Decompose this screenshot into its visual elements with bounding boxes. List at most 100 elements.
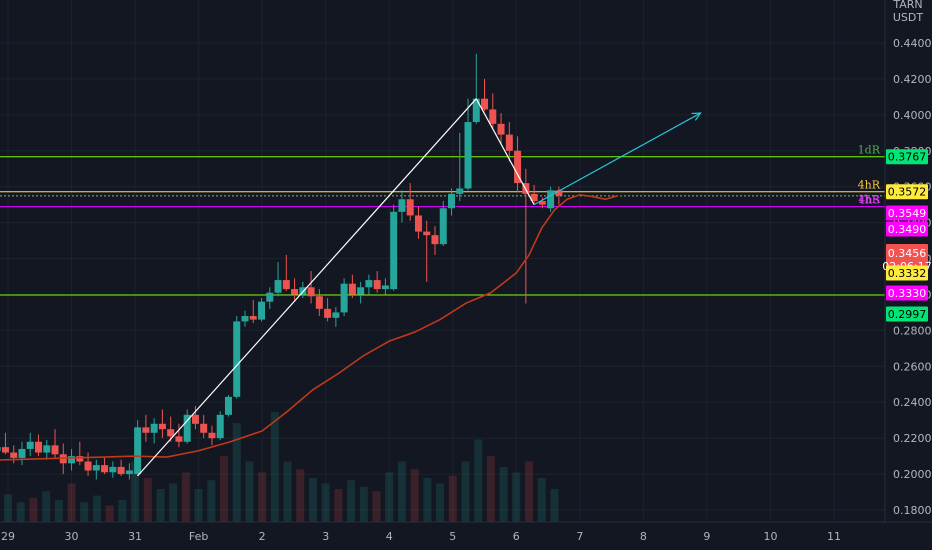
y-tick-label: 0.4400 — [893, 37, 932, 50]
candle[interactable] — [472, 53, 480, 124]
candle[interactable] — [538, 197, 546, 209]
candle[interactable] — [547, 186, 555, 212]
y-tick-label: 0.2200 — [893, 432, 932, 445]
candle[interactable] — [406, 183, 414, 221]
candle[interactable] — [291, 278, 299, 302]
candle[interactable] — [514, 136, 522, 193]
candle[interactable] — [84, 452, 92, 476]
candle-body — [76, 456, 84, 462]
volume-bar — [372, 491, 381, 522]
x-tick-label: 8 — [640, 530, 647, 543]
candle[interactable] — [68, 448, 76, 471]
candle[interactable] — [92, 459, 100, 480]
candle[interactable] — [76, 441, 84, 466]
candle[interactable] — [0, 438, 1, 456]
candle-body — [332, 312, 340, 318]
candle[interactable] — [481, 78, 489, 112]
candle[interactable] — [365, 274, 373, 295]
candle[interactable] — [109, 461, 117, 478]
y-tick-label: 0.4200 — [893, 73, 932, 86]
y-tick-label: 0.2000 — [893, 468, 932, 481]
volume-bar — [207, 480, 216, 522]
level-label: 1dR — [858, 144, 881, 157]
candle[interactable] — [134, 420, 142, 476]
volume-bar — [334, 489, 343, 522]
candle[interactable] — [175, 423, 183, 448]
candle[interactable] — [266, 287, 274, 309]
candle-body — [258, 301, 266, 320]
trend-line[interactable] — [137, 98, 477, 477]
trend-line[interactable] — [475, 98, 535, 205]
candle-body — [348, 283, 356, 295]
candle[interactable] — [51, 429, 59, 458]
candle[interactable] — [200, 414, 208, 439]
candle[interactable] — [464, 98, 472, 191]
candle[interactable] — [208, 425, 216, 446]
candle[interactable] — [447, 188, 455, 216]
candle[interactable] — [423, 220, 431, 282]
candle[interactable] — [150, 418, 158, 444]
candle[interactable] — [439, 201, 447, 246]
x-tick-label: 2 — [259, 530, 266, 543]
candle[interactable] — [315, 289, 323, 317]
candle[interactable] — [167, 416, 175, 442]
candle-body — [34, 441, 42, 453]
candle[interactable] — [249, 299, 257, 324]
candle[interactable] — [489, 93, 497, 130]
candle[interactable] — [431, 226, 439, 255]
candle[interactable] — [101, 457, 109, 475]
trend-line[interactable] — [533, 112, 701, 206]
candle[interactable] — [307, 271, 315, 304]
x-tick-label: 3 — [322, 530, 329, 543]
y-tick-label: 0.2400 — [893, 396, 932, 409]
candle[interactable] — [505, 122, 513, 162]
candle[interactable] — [216, 411, 224, 440]
volume-bar — [143, 478, 152, 522]
candle[interactable] — [398, 190, 406, 223]
candle[interactable] — [357, 281, 365, 304]
candle[interactable] — [233, 316, 241, 399]
candle[interactable] — [117, 459, 125, 476]
candle[interactable] — [18, 441, 26, 466]
candle[interactable] — [258, 298, 266, 322]
candle-body — [208, 432, 216, 439]
candle[interactable] — [348, 274, 356, 299]
candle[interactable] — [373, 271, 381, 293]
candle-body — [307, 287, 315, 297]
candle[interactable] — [340, 278, 348, 317]
time-axis[interactable]: 29 30 31 Feb 2 3 4 5 6 7 8 9 10 11 — [1, 530, 841, 543]
candle[interactable] — [125, 463, 133, 480]
candle[interactable] — [224, 395, 232, 417]
candle[interactable] — [456, 132, 464, 202]
candle-body — [291, 289, 299, 295]
candle[interactable] — [332, 307, 340, 327]
candle[interactable] — [282, 254, 290, 291]
candle[interactable] — [26, 432, 34, 457]
candle[interactable] — [274, 262, 282, 297]
candle[interactable] — [390, 204, 398, 291]
trend-lines[interactable] — [137, 98, 702, 477]
candle[interactable] — [43, 439, 51, 460]
candle-body — [431, 235, 439, 245]
candle[interactable] — [555, 186, 563, 205]
candle[interactable] — [183, 409, 191, 444]
currency-label: USDT — [893, 11, 924, 24]
candle[interactable] — [299, 281, 307, 299]
candle[interactable] — [158, 409, 166, 439]
candle-body — [447, 193, 455, 209]
candle[interactable] — [497, 113, 505, 144]
candle[interactable] — [530, 184, 538, 205]
candle[interactable] — [324, 298, 332, 322]
price-tag-label: 0.3490 — [888, 223, 927, 236]
x-tick-label: 30 — [65, 530, 79, 543]
volume-bar — [410, 469, 419, 522]
candle[interactable] — [414, 206, 422, 239]
candle[interactable] — [1, 432, 9, 455]
candle[interactable] — [241, 310, 249, 327]
candle[interactable] — [142, 414, 150, 442]
price-tag — [886, 184, 928, 200]
candle[interactable] — [191, 405, 199, 430]
candle[interactable] — [34, 434, 42, 457]
candle[interactable] — [381, 278, 389, 295]
